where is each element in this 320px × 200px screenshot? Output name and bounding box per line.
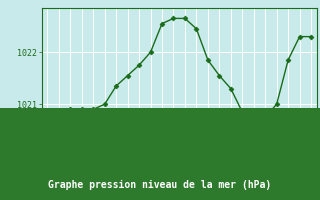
- Text: Graphe pression niveau de la mer (hPa): Graphe pression niveau de la mer (hPa): [48, 180, 272, 190]
